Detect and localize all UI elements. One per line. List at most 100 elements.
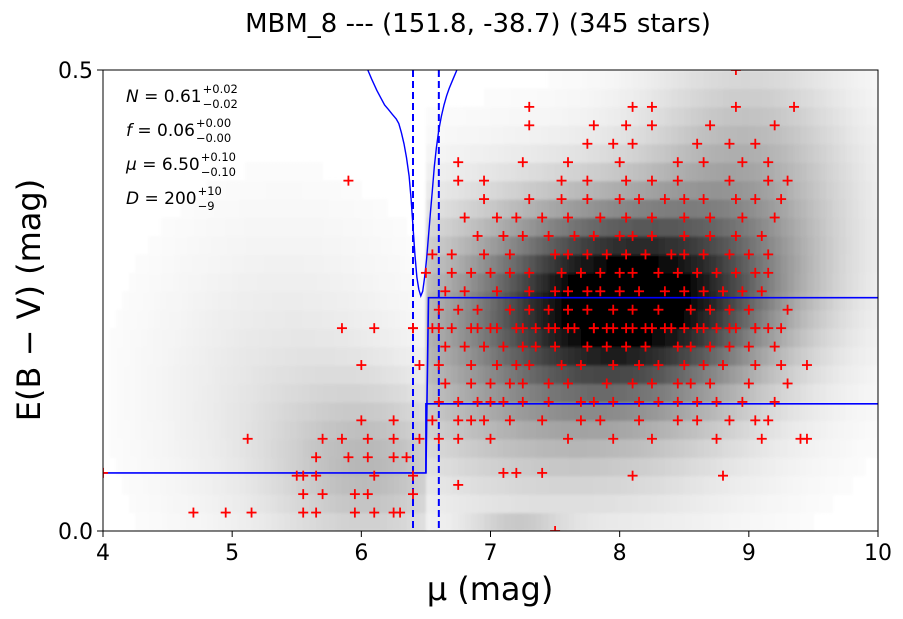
x-axis-label: μ (mag) xyxy=(427,570,554,608)
star-marker xyxy=(730,101,741,112)
star-marker xyxy=(485,433,496,444)
star-marker xyxy=(485,396,496,407)
star-marker xyxy=(466,378,477,389)
star-marker xyxy=(427,249,438,260)
star-marker xyxy=(653,267,664,278)
star-marker xyxy=(459,286,470,297)
star-marker xyxy=(395,507,406,518)
star-marker xyxy=(750,360,761,371)
star-marker xyxy=(472,396,483,407)
star-marker xyxy=(614,157,625,168)
star-marker xyxy=(737,157,748,168)
star-marker xyxy=(646,433,657,444)
star-marker xyxy=(575,396,586,407)
star-marker xyxy=(242,433,253,444)
star-marker xyxy=(653,360,664,371)
star-marker xyxy=(103,467,108,478)
star-marker xyxy=(504,304,515,315)
star-marker xyxy=(543,323,554,334)
star-marker xyxy=(653,304,664,315)
star-marker xyxy=(672,378,683,389)
star-marker xyxy=(569,230,580,241)
star-marker xyxy=(582,286,593,297)
star-marker xyxy=(659,323,670,334)
star-marker xyxy=(685,341,696,352)
star-marker xyxy=(679,212,690,223)
x-tick-label: 7 xyxy=(484,541,498,566)
star-marker xyxy=(763,157,774,168)
star-marker xyxy=(608,433,619,444)
star-marker xyxy=(646,212,657,223)
star-marker xyxy=(621,249,632,260)
star-marker xyxy=(563,157,573,168)
star-marker xyxy=(743,304,754,315)
star-marker xyxy=(453,157,464,168)
star-marker xyxy=(698,286,709,297)
star-marker xyxy=(743,341,754,352)
star-marker xyxy=(440,286,451,297)
star-marker xyxy=(491,286,502,297)
star-marker xyxy=(427,415,438,426)
star-marker xyxy=(756,286,767,297)
fit-annotation-upper: +0.02 xyxy=(203,82,238,96)
star-marker xyxy=(601,323,612,334)
star-marker xyxy=(556,267,567,278)
star-marker xyxy=(730,267,741,278)
star-marker xyxy=(453,396,464,407)
star-marker xyxy=(356,415,367,426)
y-tick-label: 0.0 xyxy=(58,520,93,545)
star-marker xyxy=(692,138,703,149)
fit-annotation: f = 0.06 xyxy=(126,121,195,141)
star-marker xyxy=(614,286,625,297)
star-marker xyxy=(485,267,496,278)
x-tick-label: 6 xyxy=(354,541,368,566)
star-marker xyxy=(466,415,477,426)
star-marker xyxy=(504,267,515,278)
star-marker xyxy=(311,470,322,481)
fit-annotation: D = 200 xyxy=(126,189,197,209)
star-marker xyxy=(459,341,470,352)
star-marker xyxy=(724,341,735,352)
star-marker xyxy=(575,360,586,371)
star-marker xyxy=(563,249,573,260)
star-marker xyxy=(711,433,722,444)
star-marker xyxy=(776,323,787,334)
star-marker xyxy=(543,396,554,407)
star-marker xyxy=(588,396,599,407)
star-marker xyxy=(491,360,502,371)
star-marker xyxy=(698,360,709,371)
star-marker xyxy=(711,323,722,334)
star-marker xyxy=(524,120,535,131)
star-marker xyxy=(582,138,593,149)
star-marker xyxy=(621,212,632,223)
star-marker xyxy=(511,212,522,223)
star-marker xyxy=(627,267,638,278)
star-marker xyxy=(640,249,651,260)
star-marker xyxy=(743,249,754,260)
star-marker xyxy=(737,212,748,223)
star-marker xyxy=(801,433,812,444)
star-marker xyxy=(679,360,690,371)
star-marker xyxy=(466,323,477,334)
star-marker xyxy=(756,433,767,444)
star-marker xyxy=(705,120,716,131)
star-marker xyxy=(543,304,554,315)
star-marker xyxy=(750,138,761,149)
star-marker xyxy=(517,341,528,352)
star-marker xyxy=(711,267,722,278)
star-marker xyxy=(756,230,767,241)
star-marker xyxy=(537,415,548,426)
star-marker xyxy=(530,323,541,334)
star-marker xyxy=(698,249,709,260)
star-marker xyxy=(517,230,528,241)
star-marker xyxy=(763,249,774,260)
star-marker xyxy=(763,175,774,186)
star-marker xyxy=(718,286,728,297)
star-marker xyxy=(336,323,347,334)
star-marker xyxy=(517,378,528,389)
star-marker xyxy=(692,267,703,278)
star-marker xyxy=(718,360,728,371)
star-marker xyxy=(743,378,754,389)
star-marker xyxy=(466,360,477,371)
star-marker xyxy=(433,433,444,444)
